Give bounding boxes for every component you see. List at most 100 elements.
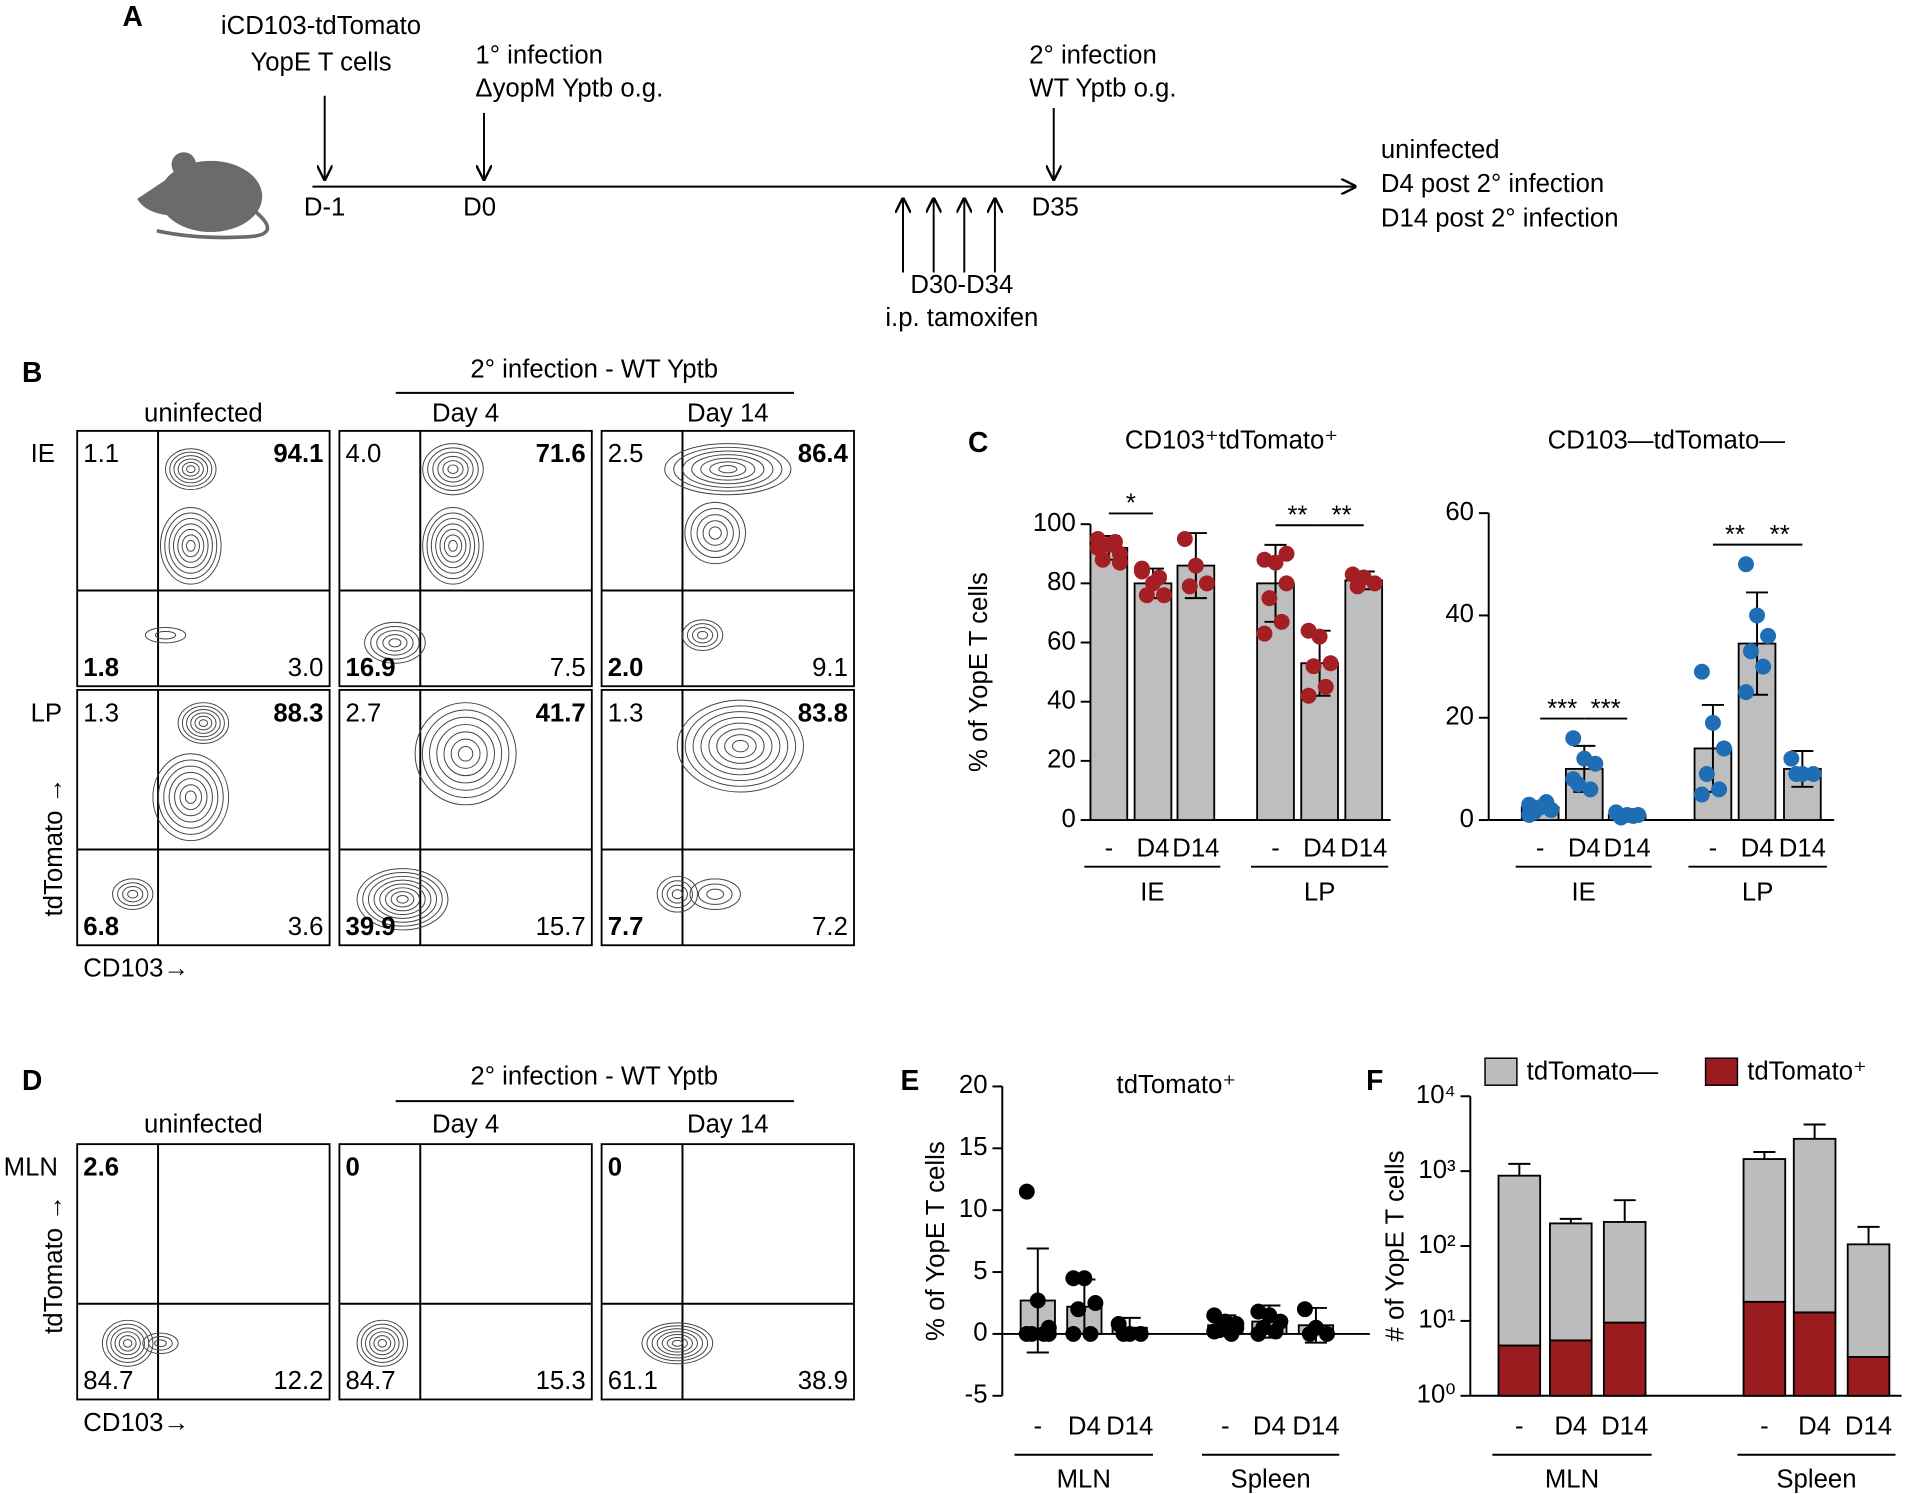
contour — [716, 728, 765, 764]
data-point — [1742, 643, 1759, 660]
y-tick-label: 80 — [1047, 568, 1076, 596]
data-point — [1107, 533, 1123, 550]
x-tick-label: - — [1271, 834, 1280, 862]
contour — [101, 1319, 154, 1367]
data-point — [1760, 627, 1777, 644]
contour — [706, 888, 725, 900]
y-tick-label: 10³ — [1418, 1156, 1456, 1184]
contour — [377, 1338, 388, 1348]
row-label: LP — [31, 699, 62, 727]
x-tick-label: D14 — [1845, 1412, 1892, 1440]
contour — [157, 759, 224, 835]
y-axis-label: % of YopE T cells — [965, 572, 993, 772]
data-point — [1089, 539, 1106, 556]
x-tick-label: - — [1034, 1412, 1043, 1440]
data-point — [1250, 1325, 1267, 1342]
gate-value: 0 — [608, 1153, 622, 1181]
contour — [181, 461, 200, 477]
contour — [684, 501, 746, 565]
data-point — [1704, 714, 1721, 731]
contour — [185, 539, 196, 552]
bar — [1089, 546, 1129, 821]
group-label: Spleen — [1231, 1465, 1311, 1493]
event-label: 2° infection — [1029, 41, 1157, 69]
row-label: IE — [31, 440, 55, 468]
legend-label: tdTomato— — [1527, 1058, 1659, 1086]
contour — [443, 731, 488, 777]
flow-plot — [76, 1143, 331, 1401]
chart-title: tdTomato⁺ — [1117, 1071, 1236, 1099]
contour — [370, 625, 420, 660]
contour — [439, 528, 467, 563]
contour — [718, 465, 738, 474]
y-tick-label: 40 — [1445, 600, 1474, 628]
data-point — [1181, 578, 1198, 595]
bar-segment — [1602, 1321, 1647, 1397]
significance-label: ** — [1332, 501, 1352, 529]
contour — [700, 716, 781, 776]
contour — [117, 882, 149, 907]
contour — [700, 457, 756, 481]
data-point — [1319, 1325, 1335, 1342]
y-tick-label: 60 — [1445, 498, 1474, 526]
chart-title: CD103⁺tdTomato⁺ — [1125, 427, 1338, 455]
gate-value: 3.0 — [288, 654, 324, 682]
contour — [661, 1334, 693, 1353]
contour — [369, 1331, 396, 1356]
bar-segment — [1846, 1243, 1891, 1358]
column-label: Day 14 — [687, 400, 769, 428]
gate-value: 2.0 — [608, 654, 644, 682]
data-point — [1138, 587, 1155, 604]
data-point — [1749, 607, 1766, 624]
header: 2° infection - WT Yptb — [470, 356, 718, 384]
contour — [154, 630, 177, 640]
contour — [651, 1328, 704, 1359]
data-point — [1278, 545, 1295, 562]
gate-value: 15.7 — [536, 913, 586, 941]
significance-label: *** — [1547, 695, 1577, 723]
group-label: LP — [1304, 878, 1335, 906]
gate-value: 61.1 — [608, 1367, 658, 1395]
contour — [384, 887, 421, 912]
flow-plot — [338, 1143, 593, 1401]
x-tick-label: D14 — [1601, 1412, 1648, 1440]
data-point — [1366, 575, 1383, 592]
y-tick-label: 10² — [1418, 1231, 1456, 1259]
panel-letter: F — [1366, 1064, 1383, 1096]
contour — [118, 1335, 137, 1352]
contour — [708, 722, 773, 770]
contour — [186, 465, 196, 474]
group-label: MLN — [1545, 1465, 1599, 1493]
data-point — [1625, 807, 1642, 824]
contour — [169, 451, 213, 487]
y-tick-label: 100 — [1033, 509, 1076, 537]
data-point — [1543, 801, 1560, 818]
contour — [432, 451, 474, 487]
contour — [448, 539, 458, 552]
data-point — [1029, 1292, 1046, 1309]
data-point — [1565, 730, 1582, 747]
contour — [691, 454, 765, 485]
data-point — [1296, 1301, 1313, 1318]
group-label: Spleen — [1776, 1465, 1856, 1493]
contour — [426, 512, 480, 580]
contour — [198, 719, 209, 728]
data-point — [1133, 560, 1150, 577]
gate-value: 7.2 — [812, 913, 848, 941]
bar — [1344, 579, 1384, 821]
contour — [457, 745, 474, 762]
x-tick-label: D4 — [1068, 1412, 1101, 1440]
contour — [190, 712, 217, 734]
contour — [186, 709, 221, 738]
tamoxifen-label: i.p. tamoxifen — [885, 304, 1038, 332]
contour — [724, 734, 757, 759]
contour — [362, 871, 443, 927]
group-label: IE — [1140, 878, 1164, 906]
x-tick-label: D4 — [1253, 1412, 1286, 1440]
data-point — [1300, 687, 1317, 704]
contour — [447, 464, 459, 474]
mouse-icon — [137, 152, 270, 240]
bar-segment — [1602, 1221, 1647, 1324]
bar — [1133, 582, 1173, 821]
contour — [666, 884, 688, 904]
